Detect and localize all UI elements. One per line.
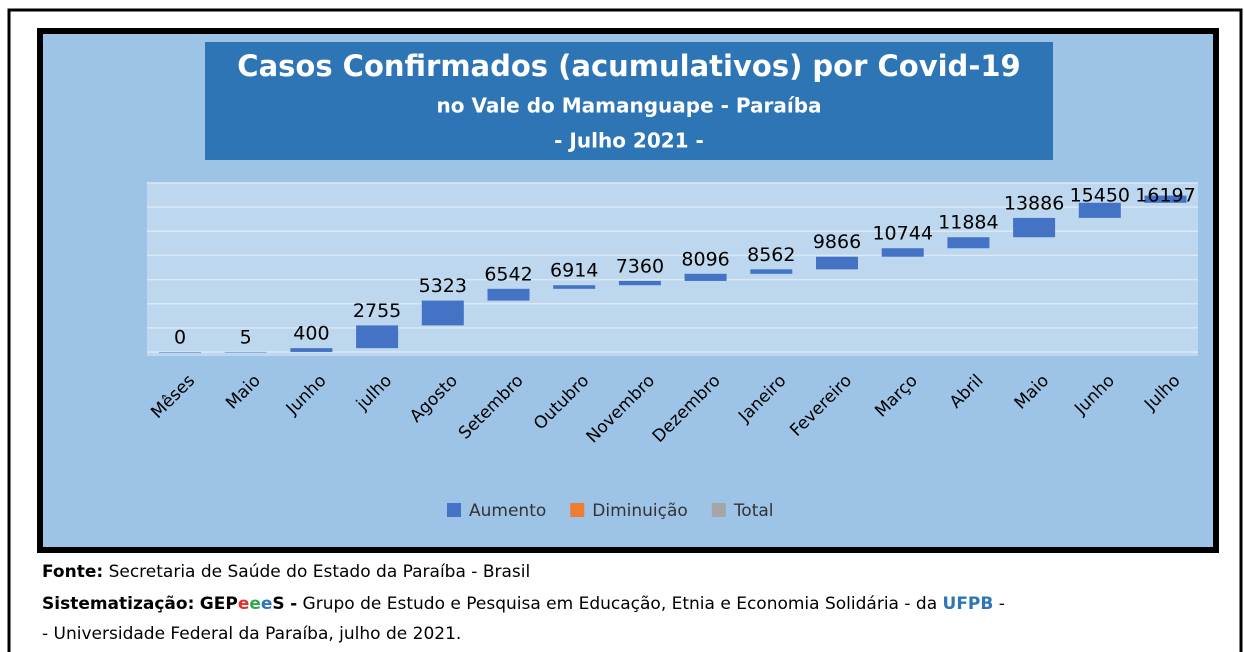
legend: Aumento Diminuição Total xyxy=(447,501,774,521)
credit-part: S xyxy=(272,594,284,614)
bar xyxy=(618,280,661,286)
data-label: 16197 xyxy=(1135,185,1195,207)
bar xyxy=(421,300,464,326)
legend-label: Diminuição xyxy=(592,501,688,521)
data-label: 6542 xyxy=(484,263,532,285)
credit-part: e xyxy=(249,594,261,614)
footer-credit-line2: - Universidade Federal da Paraíba, julho… xyxy=(42,624,461,644)
credit-part: - xyxy=(999,594,1005,614)
credit-part: e xyxy=(238,594,250,614)
data-label: 8096 xyxy=(681,248,729,270)
data-label: 7360 xyxy=(616,255,664,277)
bar xyxy=(487,288,530,301)
title-box xyxy=(205,42,1053,160)
credit-part: e xyxy=(261,594,273,614)
data-label: 11884 xyxy=(938,212,998,234)
credit-part: GEP xyxy=(200,594,238,614)
source-text: Secretaria de Saúde do Estado da Paraíba… xyxy=(109,562,531,582)
bar xyxy=(224,351,267,353)
legend-swatch xyxy=(570,503,585,517)
bar xyxy=(881,248,924,257)
chart-title: Casos Confirmados (acumulativos) por Cov… xyxy=(237,49,1020,83)
bar xyxy=(816,256,858,270)
bar xyxy=(947,237,990,249)
data-label: 8562 xyxy=(747,244,795,266)
credit-part: Grupo de Estudo e Pesquisa em Educação, … xyxy=(303,594,938,614)
data-label: 9866 xyxy=(813,231,861,253)
page-border xyxy=(7,8,1243,652)
data-label: 6914 xyxy=(550,260,598,282)
bar xyxy=(290,348,333,352)
legend-label: Aumento xyxy=(469,501,546,521)
credit-part: Sistematização: xyxy=(42,594,194,614)
bar xyxy=(684,273,727,281)
data-label: 10744 xyxy=(872,223,932,245)
data-label: 15450 xyxy=(1070,185,1130,207)
data-label: 5323 xyxy=(419,275,467,297)
source-label: Fonte: xyxy=(42,562,103,582)
bar xyxy=(356,325,399,349)
bar xyxy=(750,269,793,274)
data-label: 0 xyxy=(174,327,186,349)
data-label: 400 xyxy=(293,323,329,345)
footer-credit: Sistematização: GEPeeeS - Grupo de Estud… xyxy=(42,594,1005,614)
bar xyxy=(1013,217,1056,238)
footer-source: Fonte: Secretaria de Saúde do Estado da … xyxy=(42,562,530,582)
chart-subtitle: no Vale do Mamanguape - Paraíba xyxy=(437,94,822,118)
bar xyxy=(1078,202,1121,218)
legend-swatch xyxy=(711,503,726,517)
credit-part: - xyxy=(290,594,297,614)
bar xyxy=(1144,195,1187,203)
data-label: 2755 xyxy=(353,300,401,322)
data-label: 13886 xyxy=(1004,192,1064,214)
data-label: 5 xyxy=(240,326,252,348)
bar xyxy=(159,352,201,353)
legend-label: Total xyxy=(733,501,774,521)
chart-subtitle: - Julho 2021 - xyxy=(554,129,704,153)
credit-part: UFPB xyxy=(943,594,994,614)
bar xyxy=(553,285,596,289)
legend-swatch xyxy=(447,503,461,517)
